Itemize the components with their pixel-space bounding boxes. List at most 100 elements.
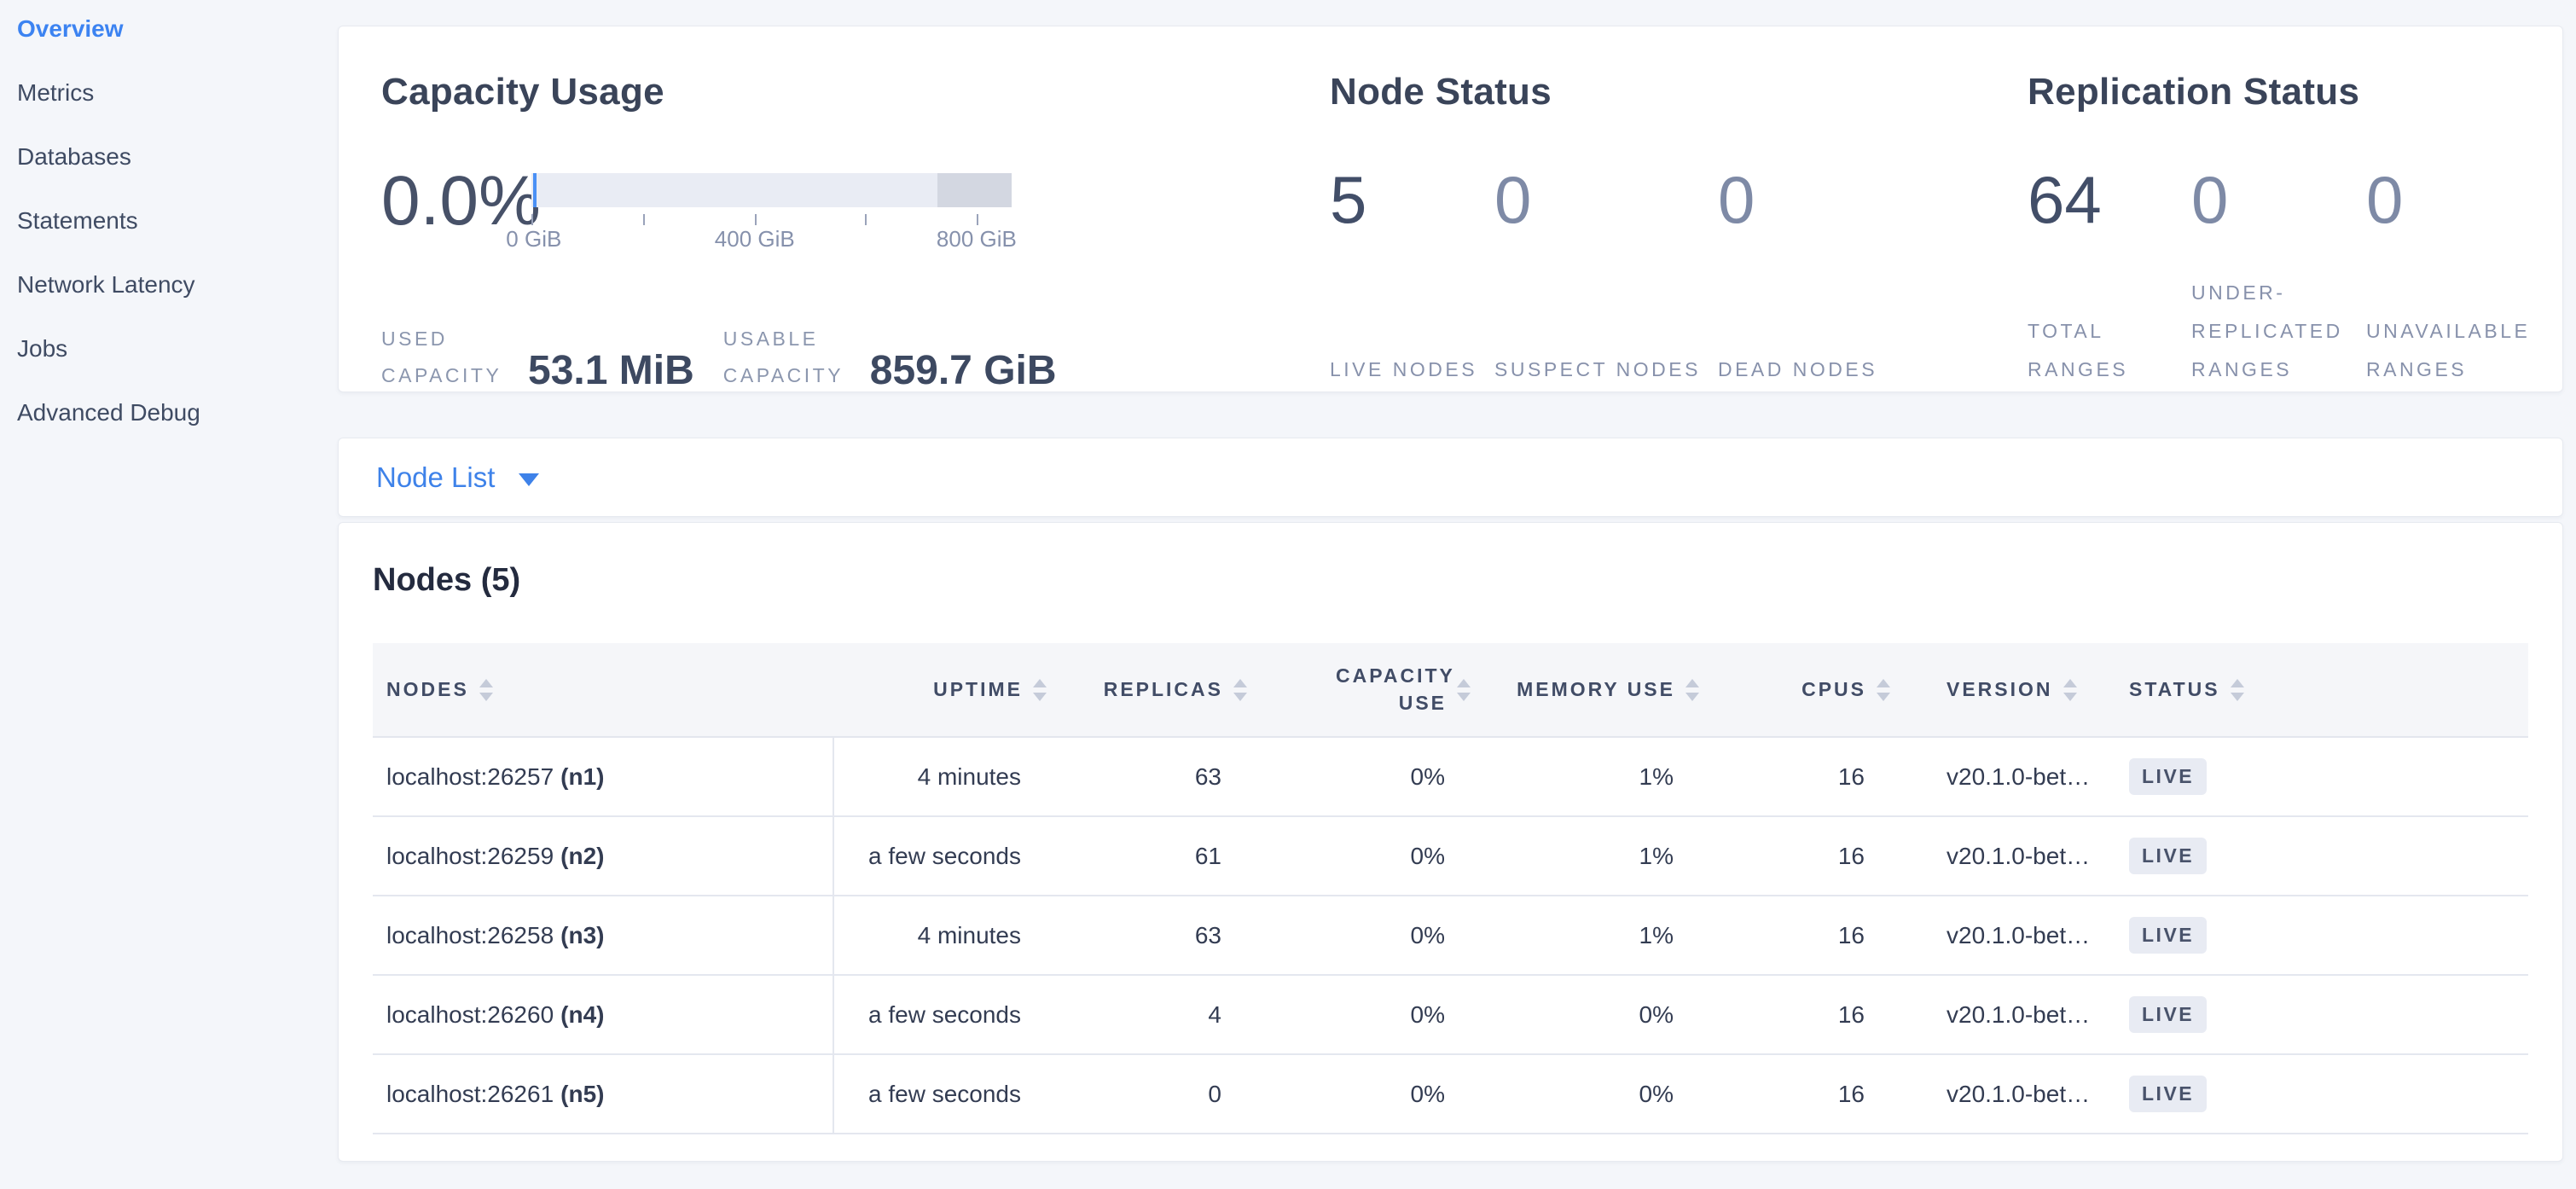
status-cell: LIVE bbox=[2103, 896, 2528, 976]
column-label: MEMORY USE bbox=[1517, 678, 1675, 700]
column-header-version[interactable]: VERSION bbox=[1890, 643, 2103, 738]
sidebar-item-overview[interactable]: Overview bbox=[17, 15, 124, 42]
live-nodes-value: 5 bbox=[1330, 162, 1367, 237]
usable-capacity-value: 859.7 GiB bbox=[869, 348, 1057, 394]
axis-label-0gib: 0 GiB bbox=[506, 226, 562, 252]
version-cell: v20.1.0-bet… bbox=[1890, 737, 2103, 817]
column-header-cpus[interactable]: CPUS bbox=[1699, 643, 1890, 738]
cpus-cell: 16 bbox=[1699, 975, 1890, 1055]
table-row-n1: localhost:26257 (n1) 4 minutes 63 0% 1% 1… bbox=[373, 737, 2528, 817]
sidebar-item-advanced-debug[interactable]: Advanced Debug bbox=[17, 399, 200, 426]
sort-icon[interactable] bbox=[1033, 678, 1047, 701]
live-nodes-label: LIVE NODES bbox=[1330, 358, 1478, 381]
status-badge: LIVE bbox=[2129, 996, 2208, 1033]
column-label: CPUS bbox=[1801, 678, 1866, 700]
uptime-cell: a few seconds bbox=[833, 975, 1047, 1055]
suspect-nodes-label: SUSPECT NODES bbox=[1494, 358, 1701, 381]
under-replicated-ranges-stat: 0 UNDER-REPLICATED RANGES bbox=[2191, 165, 2349, 389]
status-cell: LIVE bbox=[2103, 816, 2528, 896]
replication-status-panel: Replication Status 64 TOTAL RANGES 0 UND… bbox=[2028, 26, 2528, 380]
column-header-status[interactable]: STATUS bbox=[2103, 643, 2528, 738]
cluster-summary-card: Capacity Usage 0.0% bbox=[338, 26, 2563, 392]
caret-down-icon[interactable] bbox=[519, 473, 540, 486]
sort-icon[interactable] bbox=[1233, 678, 1247, 701]
node-list-dropdown[interactable]: Node List bbox=[376, 461, 496, 493]
memory-use-cell: 1% bbox=[1471, 896, 1699, 976]
capacity-bar-reserved-segment bbox=[937, 173, 1012, 207]
uptime-cell: a few seconds bbox=[833, 1054, 1047, 1134]
capacity-use-cell: 0% bbox=[1247, 1054, 1471, 1134]
sort-icon[interactable] bbox=[2063, 678, 2077, 701]
table-row-n2: localhost:26259 (n2) a few seconds 61 0% … bbox=[373, 816, 2528, 896]
node-address-cell: localhost:26259 (n2) bbox=[373, 816, 834, 896]
node-status-panel: Node Status 5 LIVE NODES 0 SUSPECT NODES… bbox=[1330, 26, 2012, 380]
node-address-cell: localhost:26257 (n1) bbox=[373, 737, 834, 817]
table-row-n4: localhost:26260 (n4) a few seconds 4 0% 0… bbox=[373, 975, 2528, 1055]
node-status-title: Node Status bbox=[1330, 71, 1552, 113]
sidebar-item-network-latency[interactable]: Network Latency bbox=[17, 271, 195, 298]
status-badge: LIVE bbox=[2129, 838, 2208, 874]
sort-icon[interactable] bbox=[479, 678, 493, 701]
axis-label-400gib: 400 GiB bbox=[714, 226, 795, 252]
uptime-cell: 4 minutes bbox=[833, 896, 1047, 976]
sort-icon[interactable] bbox=[1457, 678, 1471, 701]
nodes-table-card: Nodes (5) NODES UPTIME RE bbox=[338, 522, 2563, 1162]
sidebar-item-metrics[interactable]: Metrics bbox=[17, 79, 95, 106]
nodes-table-heading: Nodes (5) bbox=[373, 562, 521, 598]
capacity-axis-labels: 0 GiB 400 GiB 800 GiB bbox=[506, 226, 1017, 252]
status-badge: LIVE bbox=[2129, 917, 2208, 954]
replication-status-title: Replication Status bbox=[2028, 71, 2360, 113]
status-cell: LIVE bbox=[2103, 975, 2528, 1055]
sidebar: Overview Metrics Databases Statements Ne… bbox=[0, 0, 338, 1189]
unavailable-ranges-label: UNAVAILABLE RANGES bbox=[2366, 320, 2531, 381]
column-header-nodes[interactable]: NODES bbox=[373, 643, 833, 738]
capacity-use-cell: 0% bbox=[1247, 975, 1471, 1055]
column-header-replicas[interactable]: REPLICAS bbox=[1047, 643, 1247, 738]
column-header-memory-use[interactable]: MEMORY USE bbox=[1471, 643, 1699, 738]
column-label: CAPACITY USE bbox=[1336, 664, 1455, 714]
capacity-axis-ticks bbox=[531, 207, 1012, 226]
unavailable-ranges-value: 0 bbox=[2366, 162, 2404, 237]
version-cell: v20.1.0-bet… bbox=[1890, 896, 2103, 976]
column-label: STATUS bbox=[2129, 678, 2220, 700]
suspect-nodes-stat: 0 SUSPECT NODES bbox=[1494, 165, 1701, 389]
replicas-cell: 4 bbox=[1047, 975, 1247, 1055]
sidebar-item-jobs[interactable]: Jobs bbox=[17, 335, 68, 362]
sort-icon[interactable] bbox=[1685, 678, 1699, 701]
under-replicated-ranges-value: 0 bbox=[2191, 162, 2229, 237]
column-header-uptime[interactable]: UPTIME bbox=[833, 643, 1047, 738]
cpus-cell: 16 bbox=[1699, 896, 1890, 976]
node-address-cell: localhost:26260 (n4) bbox=[373, 975, 834, 1055]
capacity-bar-used-marker bbox=[533, 173, 537, 207]
usable-capacity-label: USABLE CAPACITY bbox=[722, 328, 844, 386]
sidebar-item-statements[interactable]: Statements bbox=[17, 207, 138, 234]
replicas-cell: 63 bbox=[1047, 896, 1247, 976]
sort-icon[interactable] bbox=[2230, 678, 2244, 701]
capacity-use-cell: 0% bbox=[1247, 816, 1471, 896]
sort-icon[interactable] bbox=[1877, 678, 1890, 701]
capacity-usage-title: Capacity Usage bbox=[381, 71, 664, 113]
sidebar-item-databases[interactable]: Databases bbox=[17, 143, 131, 170]
column-label: VERSION bbox=[1947, 678, 2053, 700]
column-label: UPTIME bbox=[933, 678, 1023, 700]
under-replicated-ranges-label: UNDER-REPLICATED RANGES bbox=[2191, 281, 2343, 381]
memory-use-cell: 1% bbox=[1471, 816, 1699, 896]
total-ranges-label: TOTAL RANGES bbox=[2028, 320, 2129, 381]
column-label: REPLICAS bbox=[1103, 678, 1223, 700]
cpus-cell: 16 bbox=[1699, 816, 1890, 896]
node-address-cell: localhost:26261 (n5) bbox=[373, 1054, 834, 1134]
column-header-capacity-use[interactable]: CAPACITY USE bbox=[1247, 643, 1471, 738]
suspect-nodes-value: 0 bbox=[1494, 162, 1532, 237]
node-address-cell: localhost:26258 (n3) bbox=[373, 896, 834, 976]
used-capacity-label: USED CAPACITY bbox=[381, 328, 502, 386]
axis-label-800gib: 800 GiB bbox=[936, 226, 1017, 252]
status-badge: LIVE bbox=[2129, 758, 2208, 795]
uptime-cell: 4 minutes bbox=[833, 737, 1047, 817]
dead-nodes-value: 0 bbox=[1717, 162, 1755, 237]
capacity-legend: USED CAPACITY 53.1 MiB USABLE CAPACITY 8… bbox=[381, 321, 1057, 393]
version-cell: v20.1.0-bet… bbox=[1890, 816, 2103, 896]
live-nodes-stat: 5 LIVE NODES bbox=[1330, 165, 1477, 389]
replicas-cell: 63 bbox=[1047, 737, 1247, 817]
capacity-bar-track bbox=[531, 173, 1012, 207]
